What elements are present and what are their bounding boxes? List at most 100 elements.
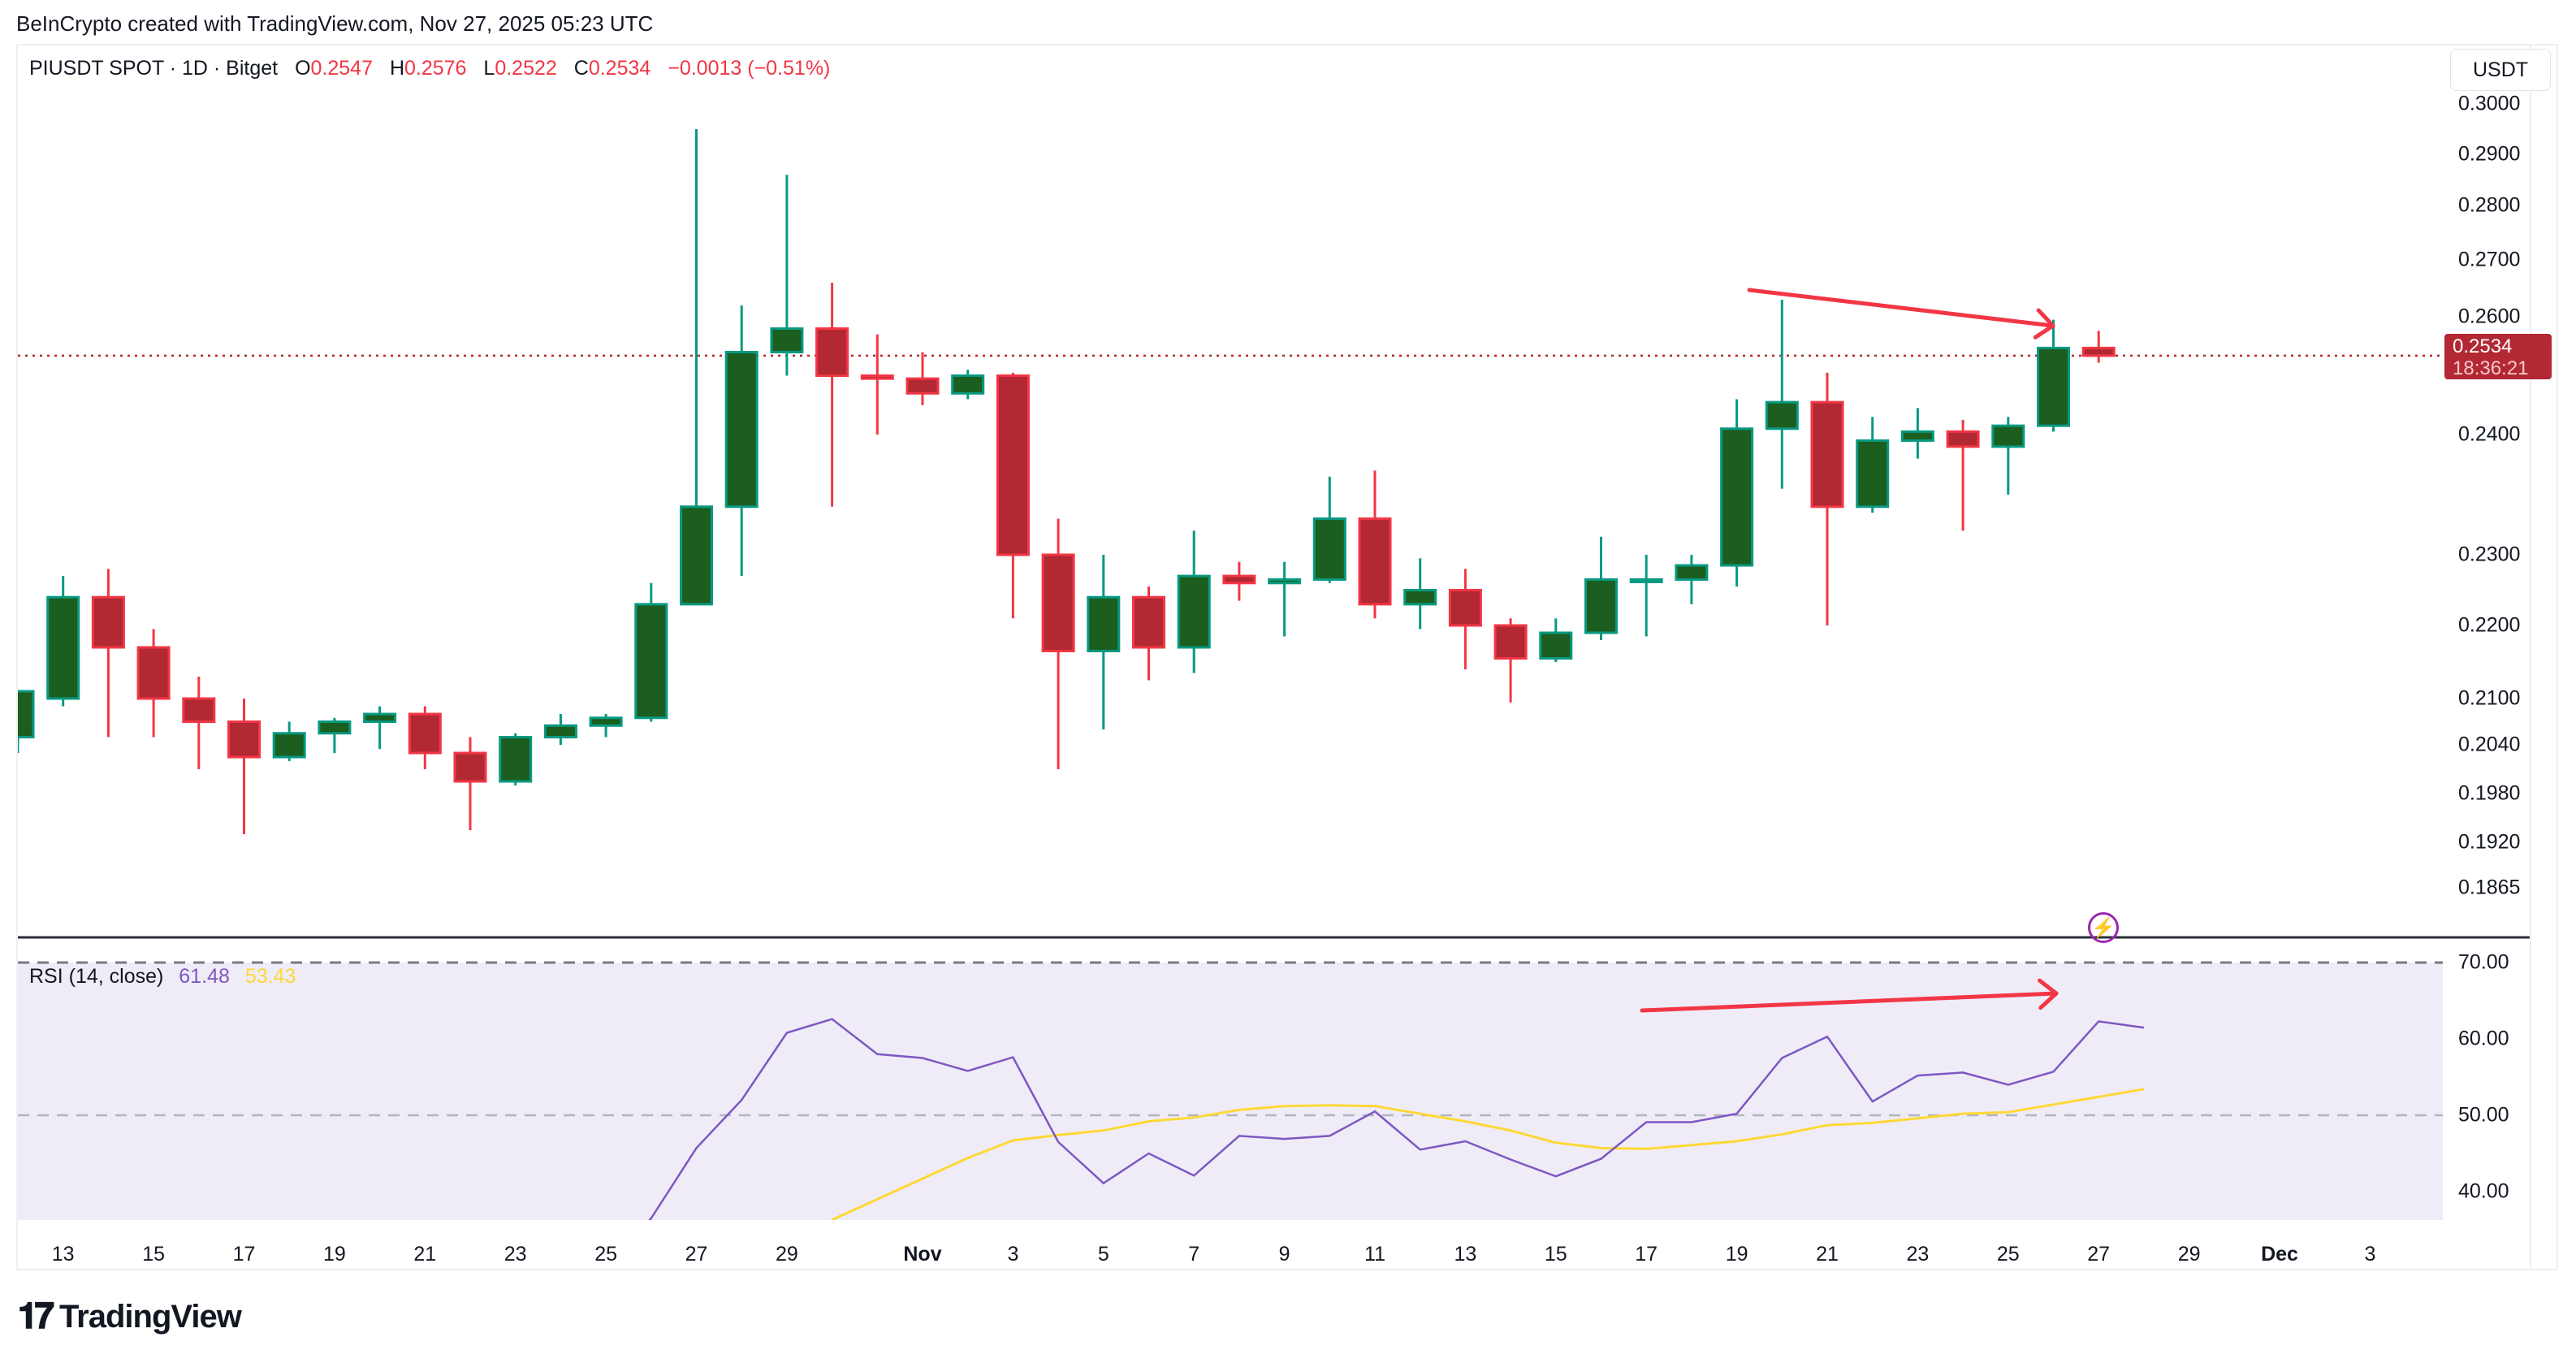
bar-countdown: 18:36:21: [2453, 357, 2529, 379]
price-tick: 0.2600: [2458, 305, 2521, 328]
rsi-line: [648, 1018, 2145, 1220]
price-divergence-arrow-head: [2033, 323, 2055, 340]
high-value: 0.2576: [404, 57, 467, 80]
candle: [318, 720, 352, 735]
symbol-legend: PIUSDT SPOT · 1D · Bitget O0.2547 H0.257…: [29, 57, 830, 80]
rsi-tick: 60.00: [2458, 1027, 2509, 1050]
candle: [1358, 517, 1392, 606]
date-tick: 7: [1188, 1243, 1200, 1266]
price-divergence-arrow-head: [2036, 308, 2055, 328]
candle: [272, 732, 306, 759]
date-tick: 19: [1725, 1243, 1748, 1266]
candle: [815, 327, 849, 377]
rsi-divergence-arrow-head: [2038, 991, 2059, 1010]
high-label: H: [389, 57, 404, 80]
candle: [1087, 595, 1121, 653]
price-tick: 0.1865: [2458, 876, 2521, 899]
date-tick: 23: [1906, 1243, 1930, 1266]
date-tick: 11: [1364, 1243, 1385, 1266]
date-tick: 3: [2364, 1243, 2376, 1266]
candle: [1448, 589, 1482, 627]
candle: [46, 595, 80, 700]
tradingview-logo: 𝟏𝟕 TradingView: [18, 1296, 242, 1337]
open-label: O: [295, 57, 311, 80]
date-tick: 21: [413, 1243, 437, 1266]
date-tick: 13: [1454, 1243, 1477, 1266]
rsi-title[interactable]: RSI (14, close): [29, 965, 164, 988]
symbol-title[interactable]: PIUSDT SPOT · 1D · Bitget: [29, 57, 279, 80]
rsi-ma-value: 53.43: [244, 965, 296, 988]
date-tick: 25: [1996, 1243, 2020, 1266]
price-tick: 0.2700: [2458, 248, 2521, 271]
price-divergence-arrow: [1747, 288, 2055, 328]
date-tick: 3: [1007, 1243, 1019, 1266]
rsi-tick: 40.00: [2458, 1179, 2509, 1203]
date-tick: 15: [1544, 1243, 1567, 1266]
candle: [1856, 439, 1890, 508]
candle: [1584, 578, 1618, 634]
rsi-legend: RSI (14, close) 61.48 53.43: [29, 965, 296, 989]
candle: [1268, 578, 1302, 585]
date-tick: 9: [1278, 1243, 1290, 1266]
candle: [2037, 346, 2070, 427]
date-tick: 29: [775, 1243, 798, 1266]
price-tick: 0.3000: [2458, 92, 2521, 115]
candle: [91, 595, 125, 649]
low-value: 0.2522: [495, 57, 557, 80]
price-tick: 0.2100: [2458, 686, 2521, 710]
price-tick: 0.2900: [2458, 142, 2521, 166]
rsi-divergence-arrow-head: [2037, 978, 2059, 996]
date-tick: Nov: [903, 1243, 942, 1266]
candle: [860, 374, 894, 380]
candle: [1132, 595, 1165, 649]
date-tick: 15: [142, 1243, 165, 1266]
candle: [1177, 574, 1211, 649]
change-value: −0.0013 (−0.51%): [668, 57, 831, 80]
candle: [770, 327, 804, 353]
candle: [1403, 589, 1437, 606]
low-label: L: [483, 57, 495, 80]
candle: [996, 374, 1030, 556]
candle: [905, 377, 940, 395]
price-tick: 0.1920: [2458, 830, 2521, 854]
rsi-tick: 70.00: [2458, 950, 2509, 974]
date-tick: Dec: [2261, 1243, 2298, 1266]
candle: [634, 603, 668, 720]
rsi-tick: 50.00: [2458, 1103, 2509, 1127]
candle: [18, 690, 35, 738]
rsi-divergence-arrow: [1640, 991, 2059, 1013]
candle: [1539, 631, 1573, 660]
rsi-value: 61.48: [179, 965, 230, 988]
candle: [182, 697, 216, 723]
close-value: 0.2534: [588, 57, 651, 80]
date-tick: 23: [504, 1243, 527, 1266]
candle: [1900, 430, 1934, 442]
candle: [680, 505, 713, 606]
rsi-ma-line: [831, 1088, 2145, 1220]
candle: [1946, 430, 1980, 448]
rsi-background: [18, 963, 2443, 1220]
date-tick: 13: [51, 1243, 75, 1266]
candle: [589, 716, 623, 727]
candle: [951, 374, 985, 395]
open-value: 0.2547: [310, 57, 373, 80]
candle: [499, 736, 533, 783]
close-label: C: [573, 57, 589, 80]
price-tick: 0.2300: [2458, 543, 2521, 566]
candle: [136, 646, 171, 700]
candle: [1493, 624, 1528, 660]
currency-button[interactable]: USDT: [2450, 49, 2551, 91]
candle: [2081, 346, 2116, 357]
date-tick: 29: [2177, 1243, 2201, 1266]
lightning-bolt-icon[interactable]: ⚡: [2088, 912, 2119, 943]
chart-credit: BeInCrypto created with TradingView.com,…: [16, 11, 654, 36]
candles: [18, 129, 2116, 834]
candle: [363, 712, 397, 723]
date-tick: 27: [685, 1243, 708, 1266]
tradingview-wordmark: TradingView: [58, 1298, 242, 1335]
candle: [1222, 574, 1256, 585]
candle: [1629, 578, 1663, 583]
price-tick: 0.1980: [2458, 781, 2521, 805]
candle: [408, 712, 442, 755]
